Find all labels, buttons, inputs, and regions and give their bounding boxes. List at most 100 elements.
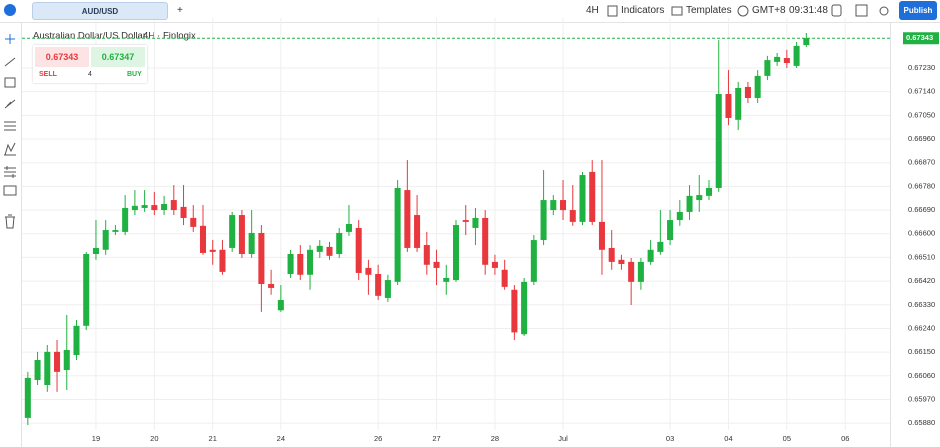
- y-tick-label: 0.66870: [908, 158, 935, 167]
- candle-body: [725, 94, 732, 118]
- x-tick-label: Jul: [558, 434, 568, 443]
- drawing-tools[interactable]: [3, 4, 17, 229]
- y-tick-label: 0.66600: [908, 229, 935, 238]
- layout-icon[interactable]: [855, 4, 868, 17]
- templates-icon[interactable]: [671, 6, 683, 16]
- y-tick-label: 0.66780: [908, 181, 935, 190]
- candle-body: [676, 211, 683, 221]
- candle-body: [511, 289, 518, 333]
- measure-tool[interactable]: [4, 166, 16, 178]
- buy-price[interactable]: 0.67347: [91, 47, 145, 67]
- clock: 09:31:48: [789, 5, 828, 16]
- symbol-tab[interactable]: AUD/USD: [32, 2, 168, 20]
- templates-button[interactable]: Templates: [686, 5, 732, 16]
- candle-body: [774, 56, 781, 62]
- candle-body: [131, 205, 138, 211]
- candle-body: [92, 247, 99, 254]
- candle-body: [705, 187, 713, 196]
- candle-body: [608, 247, 615, 262]
- x-tick-label: 05: [783, 434, 791, 443]
- candle-body: [783, 57, 790, 63]
- candle-body: [199, 225, 207, 253]
- x-tick-label: 06: [841, 434, 849, 443]
- candle-body: [316, 245, 323, 252]
- add-tab[interactable]: +: [177, 5, 183, 16]
- grid: [22, 18, 890, 430]
- candle-body: [24, 377, 31, 418]
- candle-body: [764, 60, 771, 76]
- indicators-button[interactable]: Indicators: [621, 5, 665, 16]
- candle-body: [433, 261, 440, 268]
- candle-body: [44, 351, 51, 386]
- interval-button[interactable]: 4H: [586, 5, 599, 16]
- y-tick-label: 0.66420: [908, 276, 935, 285]
- indicators-icon[interactable]: [607, 5, 618, 17]
- candle-body: [229, 215, 236, 248]
- topbar-icons: [607, 4, 889, 17]
- fib-tool[interactable]: [4, 121, 16, 131]
- y-tick-label: 0.66150: [908, 347, 935, 356]
- candle-body: [647, 249, 654, 262]
- note-tool[interactable]: [3, 185, 17, 196]
- publish-button[interactable]: Publish: [899, 1, 937, 20]
- y-tick-label: 0.66240: [908, 323, 935, 332]
- candle-body: [579, 175, 586, 222]
- rectangle-tool[interactable]: [4, 77, 16, 88]
- candle-body: [550, 200, 557, 211]
- candle-body: [530, 240, 537, 282]
- sell-button[interactable]: SELL: [39, 71, 57, 78]
- candle-body: [219, 249, 226, 272]
- channel-tool[interactable]: [4, 99, 16, 109]
- candle-body: [326, 246, 333, 256]
- candle-body: [248, 232, 255, 254]
- y-tick-label: 0.66960: [908, 134, 935, 143]
- candle-body: [657, 241, 664, 252]
- candle-body: [491, 261, 498, 268]
- candle-body: [122, 207, 129, 232]
- candle-body: [744, 86, 751, 98]
- candle-body: [268, 283, 275, 288]
- candle-body: [540, 200, 547, 241]
- candle-body: [277, 300, 284, 311]
- quantity[interactable]: 4: [88, 71, 92, 78]
- sell-price[interactable]: 0.67343: [35, 47, 89, 67]
- delete-tool[interactable]: [5, 214, 15, 229]
- candle-body: [83, 253, 90, 326]
- trade-panel: 0.67343 0.67347 SELL 4 BUY: [33, 45, 147, 83]
- candle-body: [258, 232, 265, 284]
- candle-body: [161, 204, 168, 211]
- candle-body: [209, 249, 216, 252]
- globe-icon[interactable]: [737, 5, 749, 17]
- y-tick-label: 0.66060: [908, 371, 935, 380]
- x-tick-label: 28: [491, 434, 499, 443]
- candle-body: [452, 225, 460, 281]
- candle-body: [754, 75, 761, 98]
- crosshair-tool[interactable]: [5, 34, 15, 44]
- x-tick-label: 20: [150, 434, 158, 443]
- buy-button[interactable]: BUY: [127, 71, 142, 78]
- candle-body: [297, 253, 304, 275]
- candle-body: [414, 215, 421, 248]
- trendline-tool[interactable]: [4, 57, 16, 67]
- settings-icon[interactable]: [879, 6, 889, 16]
- candle-body: [618, 259, 625, 264]
- x-tick-label: 27: [432, 434, 440, 443]
- candle-body: [472, 217, 479, 228]
- y-tick-label: 0.66690: [908, 205, 935, 214]
- candle-body: [462, 220, 469, 222]
- screenshot-icon[interactable]: [831, 4, 842, 17]
- x-tick-label: 19: [92, 434, 100, 443]
- candle-body: [560, 200, 567, 211]
- timezone-button[interactable]: GMT+8: [752, 5, 786, 16]
- candle-body: [180, 206, 187, 218]
- candle-body: [73, 325, 80, 356]
- candle-body: [287, 253, 294, 274]
- separator: ·: [157, 31, 160, 42]
- y-tick-label: 0.67050: [908, 110, 935, 119]
- candle-body: [686, 195, 693, 212]
- candle-body: [628, 261, 635, 282]
- pattern-tool[interactable]: [4, 142, 16, 156]
- candle-body: [54, 351, 61, 372]
